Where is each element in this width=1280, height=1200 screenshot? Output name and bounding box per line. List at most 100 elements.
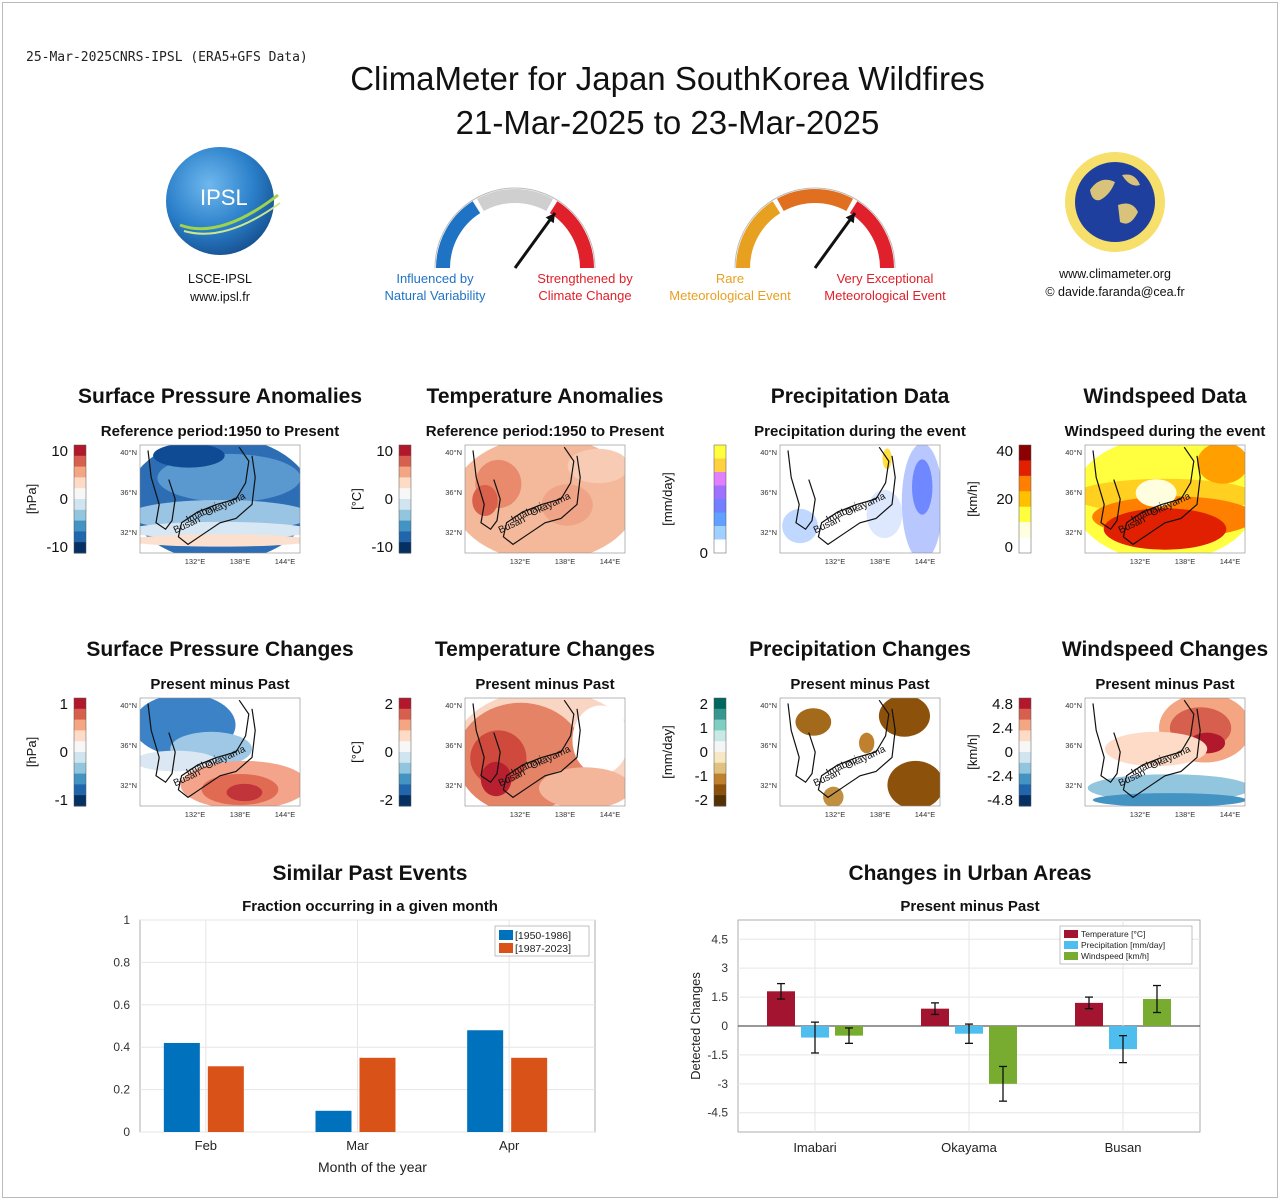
lon-tick-label: 144°E	[275, 557, 296, 566]
lon-tick-label: 138°E	[555, 557, 576, 566]
gauge-rarity	[725, 180, 905, 275]
colorbar-segment	[1019, 773, 1031, 785]
map-panel: Surface Pressure Anomalies Reference peri…	[24, 385, 380, 575]
main-title-line2: 21-Mar-2025 to 23-Mar-2025	[455, 104, 880, 141]
colorbar-segment	[74, 509, 86, 522]
x-tick-label: Apr	[499, 1138, 520, 1153]
x-tick-label: Feb	[195, 1138, 217, 1153]
map-panel-subtitle: Present minus Past	[1095, 676, 1235, 693]
colorbar-unit-label: [hPa]	[24, 737, 39, 767]
lon-tick-label: 138°E	[1175, 810, 1196, 819]
colorbar-tick-label: 0	[60, 491, 68, 508]
colorbar-segment	[74, 762, 86, 775]
gauge1-right-label: Strengthened by Climate Change	[537, 271, 633, 303]
field-blob	[1105, 731, 1208, 767]
colorbar-segment	[1019, 752, 1031, 764]
field-blob	[1103, 508, 1227, 550]
map-panel: Temperature Changes Present minus Past 2 0 -…	[349, 638, 705, 828]
lat-tick-label: 32°N	[445, 528, 462, 537]
colorbar-segment	[74, 730, 86, 742]
x-tick-label: Okayama	[941, 1140, 997, 1155]
colorbar-segment	[1019, 741, 1031, 753]
lat-tick-label: 36°N	[1065, 488, 1082, 497]
colorbar-segment	[74, 531, 86, 543]
colorbar-segment	[1019, 730, 1031, 742]
lat-tick-label: 32°N	[445, 781, 462, 790]
colorbar-segment	[74, 542, 86, 554]
colorbar-outline	[1018, 697, 1032, 807]
colorbar-segment	[1019, 475, 1031, 492]
gauge2-right-label: Very Exceptional Meteorological Event	[824, 271, 946, 303]
colorbar-segment	[1019, 719, 1031, 731]
field-blob	[572, 705, 625, 775]
colorbar-tick-label: -10	[46, 539, 68, 556]
colorbar-segment	[399, 730, 411, 742]
coastline-japan	[177, 446, 256, 546]
colorbar-tick-label: 40	[996, 443, 1013, 460]
lat-tick-label: 40°N	[1065, 701, 1082, 710]
colorbar-segment	[1019, 522, 1031, 539]
y-tick-label: 0	[123, 1125, 130, 1139]
gauge-needle-head	[845, 212, 855, 224]
y-tick-label: -3	[717, 1077, 728, 1091]
gauge-outline	[434, 187, 596, 269]
past-events-title: Similar Past Events	[272, 862, 468, 885]
colorbar-segment	[1019, 698, 1031, 710]
map-panel: Precipitation Changes Present minus Past 2…	[660, 638, 1020, 828]
colorbar-segment	[74, 784, 86, 796]
map-panel-subtitle: Reference period:1950 to Present	[425, 423, 665, 440]
map-frame	[139, 697, 301, 807]
lat-tick-label: 40°N	[760, 448, 777, 457]
colorbar-unit-label: [hPa]	[24, 484, 39, 514]
colorbar-tick-label: 0	[385, 744, 393, 761]
coastline-korea	[787, 450, 816, 531]
legend-label: [1950-1986]	[515, 930, 571, 942]
data-stamp: 25-Mar-2025CNRS-IPSL (ERA5+GFS Data)	[26, 50, 308, 65]
colorbar-segment	[399, 698, 411, 710]
coastline-korea	[147, 450, 176, 531]
colorbar-segment	[714, 795, 726, 807]
field-blob	[539, 767, 625, 806]
colorbar-segment	[74, 708, 86, 721]
colorbar-segment	[1019, 460, 1031, 477]
field-blob	[912, 459, 933, 515]
gauge-needle	[513, 212, 557, 269]
colorbar-outline	[398, 444, 412, 554]
colorbar-segment	[714, 539, 726, 554]
map-frame	[139, 444, 301, 554]
colorbar-outline	[713, 444, 727, 554]
field-blob	[1135, 479, 1177, 507]
colorbar-segment	[1019, 491, 1031, 508]
colorbar-tick-label: -2	[380, 792, 393, 809]
legend-swatch	[499, 930, 513, 940]
field-blob	[866, 489, 903, 539]
lat-tick-label: 40°N	[120, 448, 137, 457]
coastline-japan	[177, 699, 256, 799]
bar	[467, 1030, 504, 1132]
lat-tick-label: 40°N	[760, 701, 777, 710]
lon-tick-label: 144°E	[600, 810, 621, 819]
map-panel-title: Precipitation Changes	[749, 638, 971, 661]
map-panel-title: Temperature Changes	[434, 638, 656, 661]
gauge-needle	[813, 212, 857, 269]
y-tick-label: -1.5	[707, 1048, 728, 1062]
ipsl-caption-url: www.ipsl.fr	[190, 290, 250, 304]
coastline-korea	[787, 703, 816, 784]
legend-label: Precipitation [mm/day]	[1081, 940, 1165, 950]
y-tick-label: 0.6	[113, 998, 130, 1012]
lat-tick-label: 40°N	[445, 448, 462, 457]
colorbar-tick-label: -1	[55, 792, 68, 809]
colorbar-segment	[74, 795, 86, 807]
lon-tick-label: 144°E	[275, 810, 296, 819]
field-blob	[472, 484, 498, 517]
colorbar-segment	[1019, 506, 1031, 523]
gauge-climate-change	[425, 180, 605, 275]
colorbar-segment	[74, 466, 86, 478]
